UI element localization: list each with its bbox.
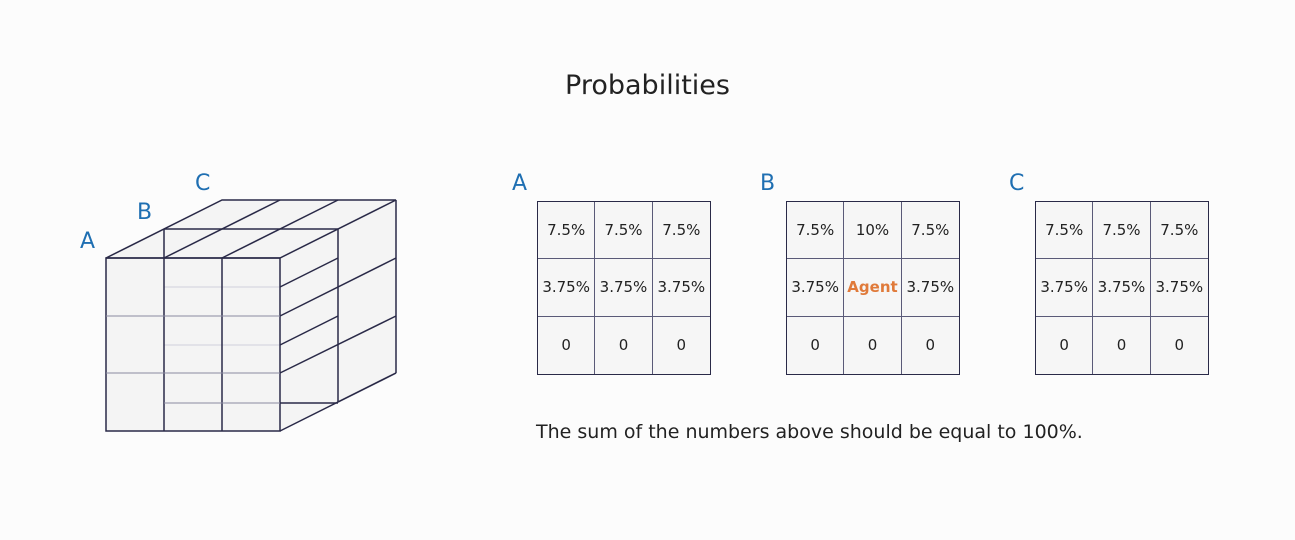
grid-cell: 0: [538, 316, 596, 374]
grid-cell: 3.75%: [1150, 259, 1208, 317]
cube-label-a: A: [80, 229, 96, 254]
grid-cell: 7.5%: [1093, 202, 1151, 260]
grid-cell: 7.5%: [652, 202, 710, 260]
grid-cell: 3.75%: [1093, 259, 1151, 317]
grid-cell: 0: [595, 316, 653, 374]
sum-note: The sum of the numbers above should be e…: [536, 421, 1083, 443]
probability-grid-b: 7.5% 10% 7.5% 3.75% Agent 3.75% 0 0 0: [786, 201, 960, 375]
grid-cell: 0: [676, 336, 687, 355]
grid-cell: 3.75%: [538, 259, 596, 317]
grid-cell: 7.5%: [538, 202, 596, 260]
grid-label-b: B: [760, 171, 776, 196]
grid-cell: 3.75%: [901, 259, 959, 317]
grid-cell: 7.5%: [901, 202, 959, 260]
probability-grid-a: 7.5% 7.5% 7.5% 3.75% 3.75% 3.75% 0 0 0: [537, 201, 711, 375]
grid-cell: 0: [787, 316, 845, 374]
cube-label-b: B: [137, 200, 153, 225]
grid-cell: 7.5%: [787, 202, 845, 260]
grid-cell: 3.75%: [595, 259, 653, 317]
grid-cell: 0: [1174, 336, 1185, 355]
grid-cell: 3.75%: [1036, 259, 1094, 317]
grid-cell: 0: [844, 316, 902, 374]
grid-cell: 0: [925, 336, 936, 355]
grid-label-a: A: [512, 171, 528, 196]
grid-label-c: C: [1009, 171, 1025, 196]
grid-cell: 10%: [844, 202, 902, 260]
page-title: Probabilities: [565, 70, 730, 101]
grid-cell: 7.5%: [595, 202, 653, 260]
probability-grid-c: 7.5% 7.5% 7.5% 3.75% 3.75% 3.75% 0 0 0: [1035, 201, 1209, 375]
grid-cell: 0: [1036, 316, 1094, 374]
cube-diagram: [105, 199, 397, 432]
grid-cell: 7.5%: [1150, 202, 1208, 260]
grid-cell: 7.5%: [1036, 202, 1094, 260]
grid-cell: 3.75%: [787, 259, 845, 317]
agent-cell: Agent: [844, 259, 902, 317]
grid-cell: 0: [1093, 316, 1151, 374]
grid-cell: 3.75%: [652, 259, 710, 317]
cube-label-c: C: [195, 171, 211, 196]
